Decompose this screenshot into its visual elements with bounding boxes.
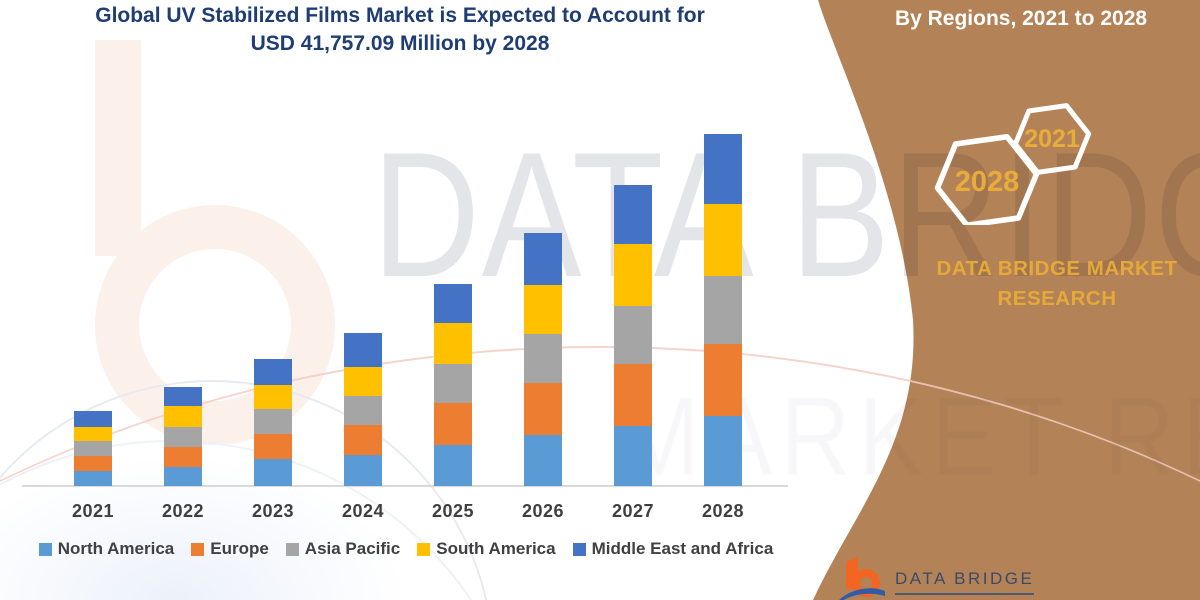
hexagon-2021-label: 2021: [1024, 125, 1080, 153]
bar-segment-north-america-2021: [74, 471, 112, 486]
x-axis-label-2027: 2027: [611, 501, 655, 521]
bar-segment-south-america-2021: [74, 427, 112, 441]
x-axis-label-2023: 2023: [251, 501, 295, 521]
footer-text: DATA BRIDGE MARKET RESEARCH: [895, 555, 1035, 600]
legend-label-middle-east-and-africa: Middle East and Africa: [591, 539, 774, 558]
bar-2027: [614, 185, 652, 486]
data-bridge-b-logo: [839, 557, 885, 600]
x-axis-label-2022: 2022: [161, 501, 205, 521]
bar-2024: [344, 333, 382, 486]
bar-segment-asia-pacific-2021: [74, 441, 112, 456]
chart-legend: North America Europe Asia Pacific South Ame…: [0, 539, 812, 559]
x-axis-line: [22, 485, 788, 487]
chart-title-line-1: Global UV Stabilized Films Market is Exp…: [95, 4, 705, 27]
bar-segment-north-america-2028: [704, 416, 742, 486]
stacked-bar-chart: 2021 2022 2023 2024 2025 2026 2027 2028: [22, 134, 788, 521]
legend-swatch-middle-east-and-africa: [572, 542, 586, 556]
brand-wordmark-gold: DATA BRIDGE MARKET RESEARCH: [912, 254, 1200, 313]
x-axis-label-2021: 2021: [71, 501, 115, 521]
bar-segment-south-america-2023: [254, 385, 292, 409]
legend-swatch-asia-pacific: [285, 542, 299, 556]
by-regions-heading: By Regions, 2021 to 2028: [894, 7, 1148, 30]
legend-item-asia-pacific: Asia Pacific: [285, 539, 401, 559]
legend-item-north-america: North America: [38, 539, 175, 559]
footer-sub-label: MARKET RESEARCH: [895, 598, 1034, 600]
bar-2026: [524, 233, 562, 486]
bar-2028: [704, 134, 742, 486]
bar-segment-europe-2026: [524, 383, 562, 435]
pink-arc-watermark: [0, 346, 1200, 600]
x-axis-label-2028: 2028: [701, 501, 745, 521]
bar-segment-north-america-2022: [164, 467, 202, 486]
legend-item-europe: Europe: [191, 539, 269, 559]
bar-segment-europe-2023: [254, 434, 292, 459]
legend-item-middle-east-and-africa: Middle East and Africa: [572, 539, 774, 559]
bar-segment-middle-east-and-africa-2023: [254, 359, 292, 385]
bar-segment-middle-east-and-africa-2026: [524, 233, 562, 285]
bar-segment-north-america-2026: [524, 435, 562, 486]
legend-swatch-south-america: [417, 542, 431, 556]
legend-swatch-europe: [191, 542, 205, 556]
bar-segment-south-america-2022: [164, 406, 202, 427]
bar-segment-north-america-2027: [614, 426, 652, 486]
bar-2023: [254, 359, 292, 486]
bar-segment-europe-2028: [704, 344, 742, 416]
bar-segment-middle-east-and-africa-2022: [164, 387, 202, 406]
footer-brand-lockup: DATA BRIDGE MARKET RESEARCH: [838, 555, 1035, 600]
bar-segment-asia-pacific-2028: [704, 276, 742, 344]
chart-title-line-2: USD 41,757.09 Million by 2028: [250, 31, 550, 55]
chart-title: Global UV Stabilized Films Market is Exp…: [40, 2, 760, 58]
bar-segment-asia-pacific-2026: [524, 334, 562, 383]
bar-segment-south-america-2028: [704, 204, 742, 276]
bar-segment-middle-east-and-africa-2021: [74, 411, 112, 427]
legend-swatch-north-america: [38, 542, 52, 556]
bar-segment-middle-east-and-africa-2025: [434, 284, 472, 323]
bar-segment-asia-pacific-2022: [164, 427, 202, 447]
year-hexagons: 2028 2021: [934, 103, 1092, 225]
hexagon-2021: [1012, 103, 1092, 175]
bar-segment-north-america-2025: [434, 445, 472, 486]
bar-segment-asia-pacific-2027: [614, 306, 652, 364]
brand-gold-line-2: RESEARCH: [997, 286, 1117, 310]
bar-segment-south-america-2026: [524, 285, 562, 334]
bar-segment-north-america-2023: [254, 459, 292, 486]
bar-2025: [434, 284, 472, 486]
bar-segment-asia-pacific-2024: [344, 396, 382, 425]
x-axis-label-2025: 2025: [431, 501, 475, 521]
brand-gold-line-1: DATA BRIDGE MARKET: [936, 257, 1178, 280]
bar-segment-south-america-2027: [614, 244, 652, 306]
legend-label-north-america: North America: [57, 539, 175, 558]
bar-segment-europe-2024: [344, 425, 382, 455]
bar-segment-middle-east-and-africa-2027: [614, 185, 652, 244]
footer-brand-label: DATA BRIDGE: [895, 569, 1035, 595]
bar-2022: [164, 387, 202, 486]
bar-segment-europe-2025: [434, 403, 472, 445]
bar-2021: [74, 411, 112, 486]
bar-segment-europe-2022: [164, 447, 202, 467]
bar-segment-europe-2027: [614, 364, 652, 426]
bar-segment-middle-east-and-africa-2024: [344, 333, 382, 367]
bar-segment-asia-pacific-2025: [434, 364, 472, 403]
bar-segment-asia-pacific-2023: [254, 409, 292, 434]
x-axis-label-2024: 2024: [341, 501, 385, 521]
bar-segment-europe-2021: [74, 456, 112, 471]
bar-segment-south-america-2024: [344, 367, 382, 396]
bar-segment-middle-east-and-africa-2028: [704, 134, 742, 204]
legend-item-south-america: South America: [417, 539, 556, 559]
bar-segment-north-america-2024: [344, 455, 382, 486]
hexagon-2028-label: 2028: [955, 166, 1020, 198]
x-axis-label-2026: 2026: [521, 501, 565, 521]
legend-label-asia-pacific: Asia Pacific: [304, 539, 401, 558]
legend-label-europe: Europe: [210, 539, 269, 558]
legend-label-south-america: South America: [436, 539, 556, 558]
bar-segment-south-america-2025: [434, 323, 472, 364]
